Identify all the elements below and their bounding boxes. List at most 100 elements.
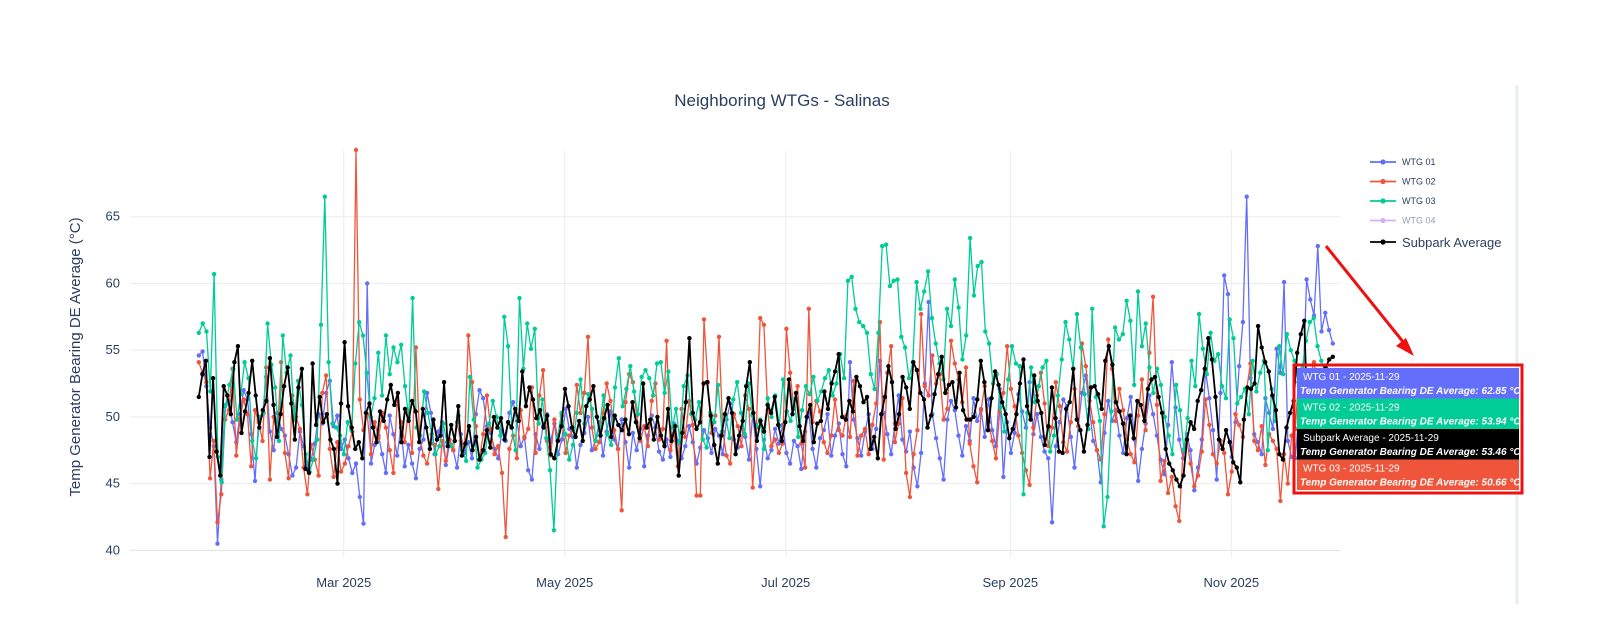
data-point[interactable] [700, 437, 705, 442]
data-point[interactable] [683, 400, 688, 405]
data-point[interactable] [285, 365, 290, 370]
data-point[interactable] [1000, 400, 1005, 405]
data-point[interactable] [648, 417, 653, 422]
data-point[interactable] [448, 444, 453, 449]
data-point[interactable] [387, 372, 392, 377]
data-point[interactable] [1195, 473, 1201, 478]
data-point[interactable] [1059, 357, 1064, 362]
data-point[interactable] [892, 440, 898, 445]
data-point[interactable] [241, 388, 246, 393]
data-point[interactable] [956, 433, 961, 438]
data-point[interactable] [253, 393, 258, 398]
data-point[interactable] [589, 448, 594, 453]
data-point[interactable] [1138, 402, 1144, 408]
data-point[interactable] [421, 389, 427, 394]
data-point[interactable] [1116, 337, 1122, 342]
data-point[interactable] [1082, 392, 1087, 397]
data-point[interactable] [601, 393, 606, 398]
data-point[interactable] [518, 444, 523, 449]
data-point[interactable] [552, 417, 557, 422]
data-point[interactable] [681, 384, 686, 389]
data-point[interactable] [1038, 434, 1044, 440]
data-point[interactable] [971, 293, 977, 298]
data-point[interactable] [537, 393, 542, 398]
data-point[interactable] [1192, 484, 1197, 489]
data-point[interactable] [1222, 450, 1227, 456]
data-point[interactable] [1139, 377, 1145, 382]
data-point[interactable] [750, 485, 755, 490]
data-point[interactable] [409, 450, 415, 456]
data-point[interactable] [628, 364, 633, 369]
data-point[interactable] [899, 334, 904, 339]
data-point[interactable] [601, 416, 607, 421]
data-point[interactable] [925, 269, 931, 274]
data-point[interactable] [868, 446, 873, 452]
data-point[interactable] [1311, 360, 1317, 365]
data-point[interactable] [845, 278, 851, 283]
data-point[interactable] [874, 401, 879, 406]
data-point[interactable] [574, 382, 579, 388]
data-point[interactable] [1274, 446, 1279, 452]
data-point[interactable] [903, 470, 909, 476]
data-point[interactable] [1067, 337, 1072, 342]
data-point[interactable] [1024, 404, 1030, 409]
data-point[interactable] [350, 470, 355, 476]
data-point[interactable] [854, 374, 859, 380]
data-point[interactable] [1064, 449, 1070, 454]
data-point[interactable] [896, 412, 902, 417]
data-point[interactable] [540, 368, 546, 373]
data-point[interactable] [402, 440, 407, 445]
data-point[interactable] [1319, 358, 1324, 363]
data-point[interactable] [826, 368, 831, 373]
data-point[interactable] [1128, 394, 1133, 400]
data-point[interactable] [1188, 448, 1193, 453]
data-point[interactable] [814, 465, 819, 470]
data-point[interactable] [227, 382, 232, 388]
data-point[interactable] [1042, 401, 1047, 406]
data-point[interactable] [1285, 481, 1291, 486]
data-point[interactable] [567, 433, 572, 438]
data-point[interactable] [1139, 446, 1145, 452]
data-point[interactable] [509, 425, 514, 430]
data-point[interactable] [795, 444, 800, 449]
data-point[interactable] [395, 360, 400, 365]
data-point[interactable] [1280, 457, 1286, 462]
data-point[interactable] [443, 462, 448, 468]
data-point[interactable] [274, 434, 280, 440]
data-point[interactable] [513, 406, 518, 412]
data-point[interactable] [784, 326, 789, 331]
data-point[interactable] [1248, 386, 1254, 392]
data-point[interactable] [806, 306, 811, 311]
data-point[interactable] [207, 476, 213, 481]
data-point[interactable] [282, 450, 288, 456]
data-point[interactable] [593, 438, 599, 444]
data-point[interactable] [963, 424, 969, 429]
data-point[interactable] [746, 457, 752, 462]
data-point[interactable] [288, 353, 293, 358]
data-point[interactable] [1109, 409, 1114, 414]
data-point[interactable] [1270, 426, 1276, 432]
data-point[interactable] [1044, 358, 1049, 363]
data-point[interactable] [502, 314, 507, 319]
data-point[interactable] [488, 445, 493, 450]
data-point[interactable] [712, 420, 717, 425]
data-point[interactable] [1219, 384, 1225, 389]
data-point[interactable] [968, 417, 973, 422]
data-point[interactable] [196, 394, 201, 400]
data-point[interactable] [532, 326, 537, 331]
data-point[interactable] [668, 454, 673, 460]
data-point[interactable] [933, 436, 939, 441]
data-point[interactable] [330, 421, 335, 426]
data-point[interactable] [1285, 438, 1291, 444]
data-point[interactable] [1046, 456, 1051, 461]
data-point[interactable] [234, 453, 239, 458]
data-point[interactable] [616, 356, 621, 361]
data-point[interactable] [250, 358, 255, 363]
data-point[interactable] [502, 437, 507, 442]
data-point[interactable] [990, 438, 995, 444]
data-point[interactable] [623, 400, 628, 405]
data-point[interactable] [975, 418, 980, 424]
data-point[interactable] [989, 396, 994, 401]
data-point[interactable] [1277, 452, 1282, 457]
data-point[interactable] [1158, 478, 1163, 484]
